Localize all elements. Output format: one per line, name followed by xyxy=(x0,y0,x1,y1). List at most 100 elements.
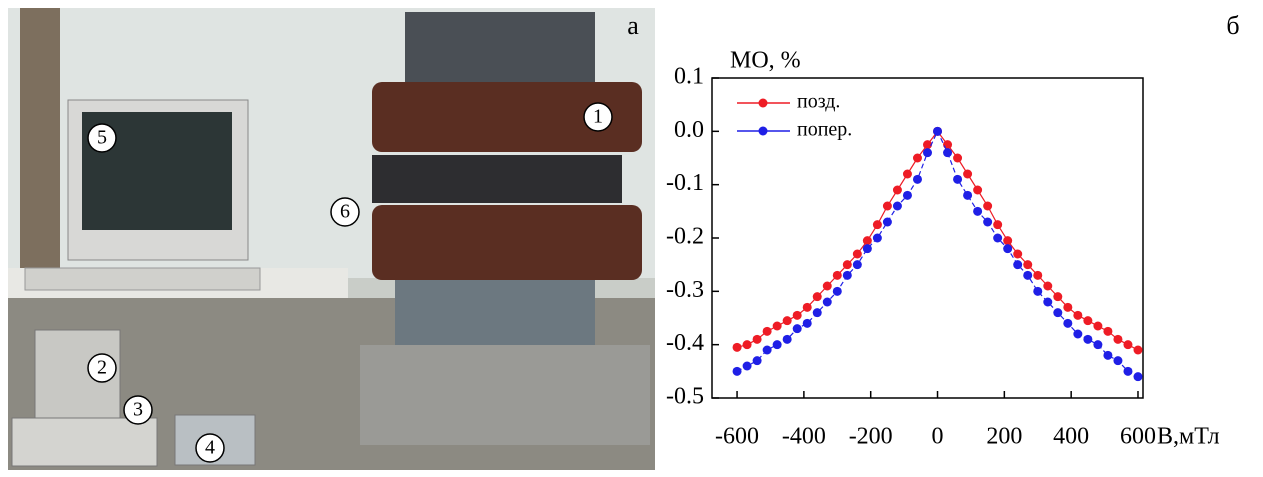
y-tick-label: -0.3 xyxy=(666,277,704,303)
marker-label: 5 xyxy=(97,127,107,149)
data-point xyxy=(983,217,993,227)
marker-label: 3 xyxy=(133,399,143,421)
data-point xyxy=(1003,244,1013,254)
data-point xyxy=(1133,372,1143,382)
data-point xyxy=(1103,350,1113,360)
tree xyxy=(20,8,60,278)
data-point xyxy=(1123,340,1133,350)
data-point xyxy=(762,326,772,336)
y-tick-label: -0.4 xyxy=(666,330,704,356)
marker-label: 1 xyxy=(593,106,603,128)
legend-marker xyxy=(758,98,768,108)
data-point xyxy=(852,260,862,270)
x-tick-label: 0 xyxy=(932,424,944,450)
data-point xyxy=(1083,334,1093,344)
data-point xyxy=(1093,340,1103,350)
data-point xyxy=(792,310,802,320)
data-point xyxy=(1113,334,1123,344)
data-point xyxy=(892,201,902,211)
marker-circle xyxy=(123,395,153,425)
data-point xyxy=(852,249,862,259)
data-point xyxy=(882,201,892,211)
legend-marker xyxy=(758,126,768,136)
data-point xyxy=(1043,281,1053,291)
data-point xyxy=(1033,286,1043,296)
data-point xyxy=(832,286,842,296)
data-point xyxy=(993,220,1003,230)
data-point xyxy=(842,260,852,270)
data-point xyxy=(732,342,742,352)
y-tick-label: 0.1 xyxy=(674,64,704,90)
data-point xyxy=(1123,366,1133,376)
data-point xyxy=(772,340,782,350)
data-point xyxy=(742,361,752,371)
y-tick-label: -0.2 xyxy=(666,224,704,250)
y-tick-label: -0.5 xyxy=(666,384,704,410)
y-tick-label: 0.0 xyxy=(674,117,704,143)
data-point xyxy=(752,334,762,344)
data-point xyxy=(1053,292,1063,302)
data-point xyxy=(912,174,922,184)
data-point xyxy=(802,318,812,328)
data-point xyxy=(973,206,983,216)
marker-circle xyxy=(87,353,117,383)
x-tick-label: 400 xyxy=(1053,424,1089,450)
data-point xyxy=(1033,270,1043,280)
data-point xyxy=(953,153,963,163)
data-point xyxy=(822,281,832,291)
data-point xyxy=(892,185,902,195)
legend-label: позд. xyxy=(797,91,840,113)
y-axis-label: МО, % xyxy=(730,48,801,74)
data-point xyxy=(772,321,782,331)
data-point xyxy=(1133,345,1143,355)
panel-label: а xyxy=(627,11,639,40)
data-point xyxy=(1113,356,1123,366)
data-point xyxy=(802,302,812,312)
marker-circle xyxy=(195,433,225,463)
coil-top-box xyxy=(405,12,595,82)
data-point xyxy=(912,153,922,163)
data-point xyxy=(963,169,973,179)
data-point xyxy=(792,324,802,334)
data-point xyxy=(862,236,872,246)
data-point xyxy=(822,297,832,307)
stand xyxy=(360,345,650,445)
data-point xyxy=(812,292,822,302)
data-point xyxy=(1053,308,1063,318)
coil-lower xyxy=(372,205,642,280)
data-point xyxy=(782,334,792,344)
data-point xyxy=(923,148,932,158)
data-point xyxy=(1013,260,1023,270)
data-point xyxy=(963,190,973,200)
data-point xyxy=(973,185,983,195)
photo: а xyxy=(8,8,655,470)
data-point xyxy=(902,190,912,200)
x-axis-label: В,мТл xyxy=(1157,424,1220,450)
coil-upper xyxy=(372,82,642,152)
x-tick-label: -400 xyxy=(782,424,826,450)
data-point xyxy=(1063,318,1073,328)
data-point xyxy=(742,340,752,350)
y-tick-label: -0.1 xyxy=(666,170,704,196)
marker-label: 6 xyxy=(340,201,350,223)
coil-gap xyxy=(372,155,622,203)
data-point xyxy=(1013,249,1023,259)
data-point xyxy=(1023,260,1033,270)
data-point xyxy=(1023,270,1033,280)
panel-label: б xyxy=(1226,11,1239,40)
marker-circle xyxy=(87,123,117,153)
data-point xyxy=(1093,321,1103,331)
x-tick-label: 200 xyxy=(986,424,1022,450)
x-tick-label: 600 xyxy=(1120,424,1156,450)
data-point xyxy=(872,233,882,243)
data-point xyxy=(1103,326,1113,336)
data-point xyxy=(983,201,993,211)
data-point xyxy=(812,308,822,318)
data-point xyxy=(933,126,943,136)
data-point xyxy=(902,169,912,179)
marker-circle xyxy=(583,102,613,132)
data-point xyxy=(732,366,742,376)
data-point xyxy=(1073,329,1083,339)
data-point xyxy=(943,148,953,158)
